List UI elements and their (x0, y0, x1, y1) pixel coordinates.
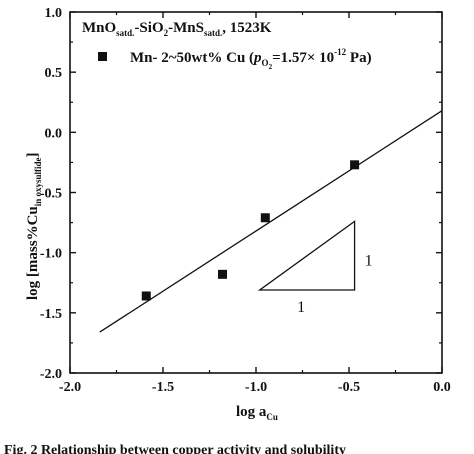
axis-ticks: -2.0 -1.5 -1.0 -0.5 0.0 -2.0 -1.5 -1.0 -0.5 0.0 0.… (40, 6, 451, 395)
fit-line (99, 110, 443, 333)
chart-header: MnOsatd.-SiO2-MnSsatd., 1523K (82, 20, 272, 38)
y-tick-label: 1.0 (45, 6, 63, 21)
triangle-rise-label: 1 (365, 253, 373, 270)
y-tick-label: -1.5 (40, 307, 62, 322)
slope-triangle (257, 220, 356, 291)
x-tick-label: 0.0 (433, 380, 451, 395)
y-tick-label: -2.0 (40, 367, 62, 382)
data-point (350, 160, 360, 170)
triangle-run-label: 1 (297, 299, 305, 316)
x-tick-label: -2.0 (59, 380, 81, 395)
slope-triangle-group: 11 (257, 220, 373, 316)
figure-caption: Fig. 2 Relationship between copper activ… (4, 443, 346, 454)
fit-line-group (99, 110, 443, 333)
x-tick-label: -1.5 (152, 380, 174, 395)
data-points (141, 160, 360, 301)
data-point (141, 291, 151, 301)
data-point (218, 269, 228, 279)
y-axis-label: log [mass%Cuin oxysulfide] (25, 152, 43, 300)
legend-marker-square (98, 52, 107, 61)
x-tick-label: -0.5 (338, 380, 360, 395)
data-point (260, 213, 270, 223)
y-tick-label: 0.5 (45, 66, 63, 81)
y-tick-label: 0.0 (45, 126, 63, 141)
y-tick-label: -1.0 (40, 247, 62, 262)
y-tick-label: -0.5 (40, 187, 62, 202)
x-axis-label: log aCu (236, 404, 278, 422)
legend-label: Mn- 2~50wt% Cu (pO2=1.57× 10-12 Pa) (130, 47, 372, 71)
plot-frame (69, 11, 443, 374)
x-tick-label: -1.0 (245, 380, 267, 395)
